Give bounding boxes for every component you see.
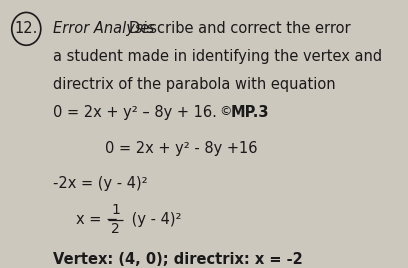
Text: 12.: 12. [15,21,38,36]
Text: x = −: x = − [75,212,118,227]
Text: -2x = (y - 4)²: -2x = (y - 4)² [53,176,147,191]
Text: ©: © [220,106,232,118]
Text: Describe and correct the error: Describe and correct the error [129,21,351,36]
Text: 1: 1 [111,203,120,217]
Text: a student made in identifying the vertex and: a student made in identifying the vertex… [53,49,381,64]
Text: 2: 2 [111,222,120,236]
Text: directrix of the parabola with equation: directrix of the parabola with equation [53,77,335,92]
Text: 0 = 2x + y² – 8y + 16.: 0 = 2x + y² – 8y + 16. [53,105,216,120]
Text: Error Analysis: Error Analysis [53,21,154,36]
Text: 0 = 2x + y² - 8y +16: 0 = 2x + y² - 8y +16 [105,142,257,157]
Text: Vertex: (4, 0); directrix: x = -2: Vertex: (4, 0); directrix: x = -2 [53,252,302,267]
Text: MP.3: MP.3 [231,105,269,120]
Text: (y - 4)²: (y - 4)² [127,212,181,227]
